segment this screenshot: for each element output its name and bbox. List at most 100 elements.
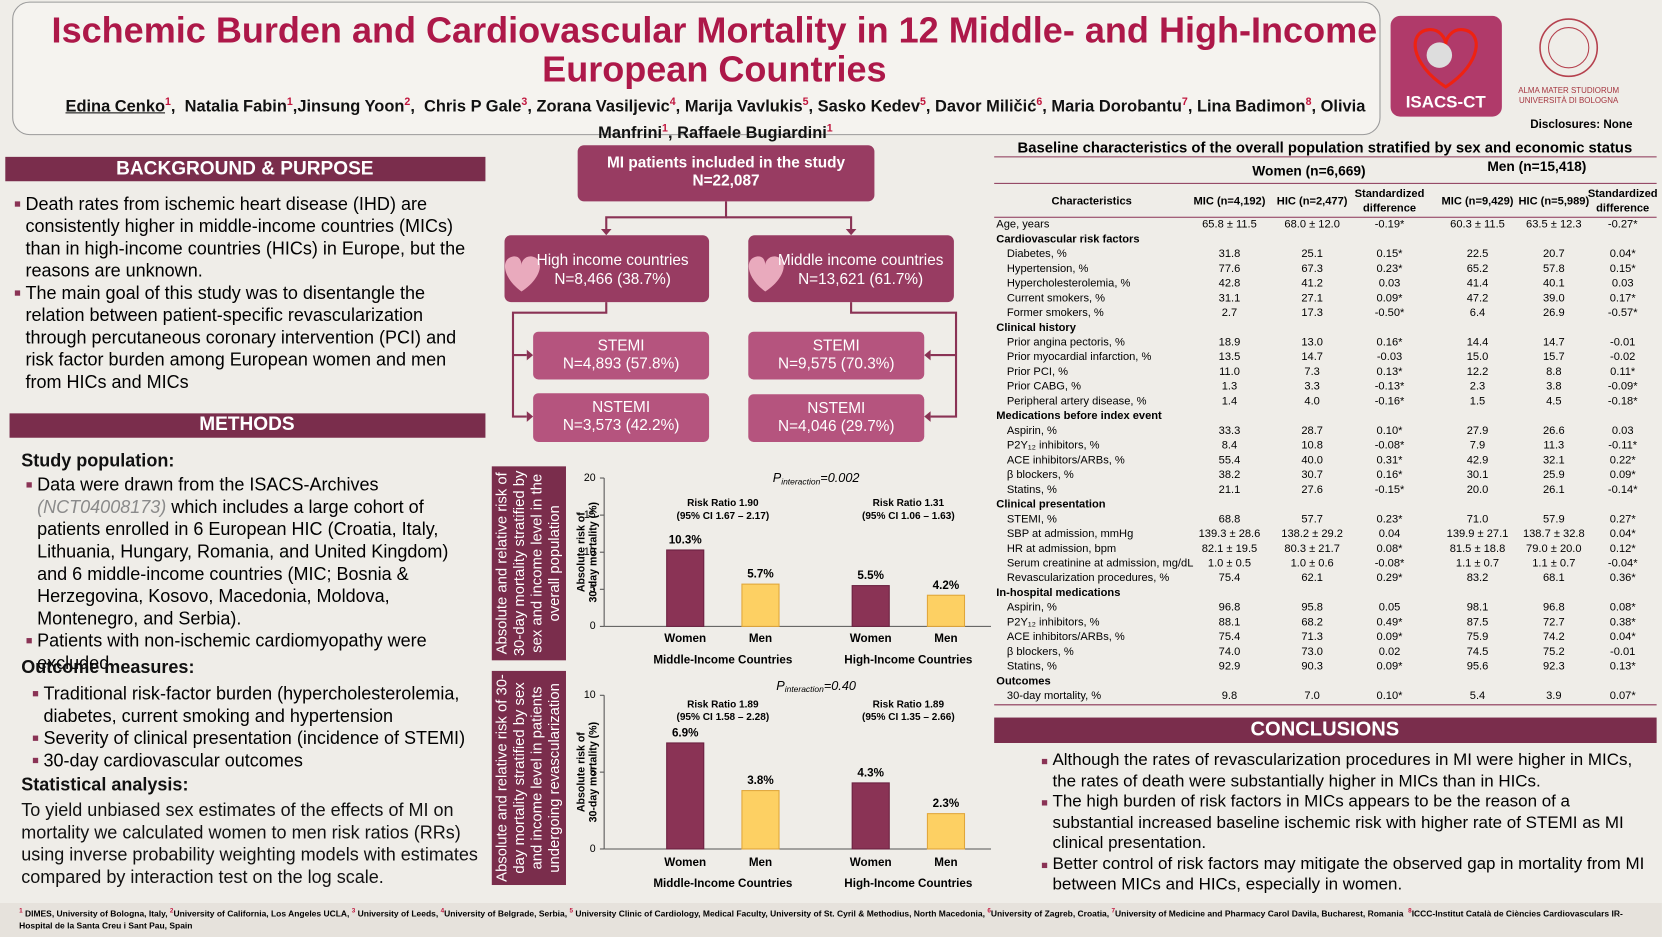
conclusions-text: Although the rates of revascularization … [1041, 750, 1650, 895]
risk-ratio: (95% CI 1.58 – 2.28) [676, 712, 769, 723]
table-cell: 30.1 [1467, 469, 1489, 481]
affiliation-number: 8 [1408, 908, 1412, 915]
side-label: and income level in patients [530, 686, 546, 869]
outcome-measures: Traditional risk-factor burden (hypercho… [32, 683, 478, 772]
y-tick-label: 0 [590, 843, 596, 855]
connector [726, 216, 853, 229]
table-cell: 33.3 [1219, 425, 1241, 437]
table-section: Medications before index event [996, 410, 1162, 422]
table-cell: 0.03 [1612, 278, 1634, 290]
table-cell: 71.0 [1467, 513, 1489, 525]
table-cell: 28.7 [1301, 425, 1323, 437]
affiliation: University Clinic of Cardiology, Medical… [573, 909, 988, 919]
row-label: Aspirin, % [1007, 602, 1057, 614]
table-cell: 77.6 [1219, 263, 1241, 275]
table-cell: 88.1 [1219, 616, 1241, 628]
heart-icon [504, 256, 540, 292]
table-section: Cardiovascular risk factors [996, 233, 1139, 245]
bullet: Death rates from ischemic heart disease … [14, 193, 479, 282]
table-cell: 95.8 [1301, 602, 1323, 614]
row-label: Former smokers, % [1007, 307, 1104, 319]
section-bar [9, 413, 486, 438]
table-cell: 25.1 [1301, 248, 1323, 260]
row-label: Serum creatinine at admission, mg/dL [1007, 557, 1193, 569]
flow-label: NSTEMI [807, 400, 865, 417]
logo-text: ISACS-CT [1406, 92, 1487, 111]
table-cell: 1.1 ± 0.7 [1456, 557, 1499, 569]
bullet: Traditional risk-factor burden (hypercho… [32, 683, 478, 728]
value-label: 2.3% [933, 797, 960, 810]
table-cell: 7.3 [1304, 366, 1319, 378]
column-header: HIC (n=5,989) [1518, 195, 1589, 207]
table-cell: 79.0 ± 20.0 [1526, 543, 1582, 555]
table-cell: 68.0 ± 12.0 [1284, 219, 1340, 231]
table-cell: 75.2 [1543, 646, 1565, 658]
arrowhead [526, 349, 534, 361]
poster-title: Ischemic Burden and Cardiovascular Morta… [51, 10, 1378, 91]
table-cell: 72.7 [1543, 616, 1565, 628]
bar [851, 782, 890, 850]
table-cell: 95.6 [1467, 661, 1489, 673]
affiliation-number: 4 [440, 908, 445, 915]
flow-box [504, 235, 710, 303]
y-axis-label: 30-day mortality (%) [587, 722, 599, 823]
table-cell: 40.0 [1301, 454, 1323, 466]
table-cell: 74.0 [1219, 646, 1241, 658]
table-cell: 1.1 ± 0.7 [1532, 557, 1575, 569]
table-cell: 0.16* [1377, 469, 1404, 481]
table-cell: 27.9 [1467, 425, 1489, 437]
table-cell: 0.15* [1377, 248, 1404, 260]
risk-ratio: Risk Ratio 1.89 [873, 699, 945, 710]
footer-affiliations: 1 DIMES, University of Bologna, Italy, 2… [19, 906, 1651, 931]
table-cell: 74.5 [1467, 646, 1489, 658]
table-section: Clinical history [996, 322, 1076, 334]
table-cell: 68.8 [1219, 513, 1241, 525]
risk-ratio: (95% CI 1.67 – 2.17) [676, 511, 769, 522]
table-cell: 0.17* [1610, 292, 1637, 304]
table-group: Men (n=15,418) [1487, 159, 1586, 174]
table-cell: 96.8 [1543, 602, 1565, 614]
flow-box [533, 393, 710, 442]
row-label: Statins, % [1007, 484, 1057, 496]
table-cell: 1.4 [1222, 395, 1237, 407]
author-affiliation: 1 [662, 123, 668, 135]
column-header: MIC (n=9,429) [1442, 195, 1514, 207]
flow-box [748, 235, 954, 303]
bullet: Patients with non-ischemic cardiomyopath… [26, 630, 477, 675]
table-cell: 0.09* [1377, 661, 1404, 673]
table-cell: 4.5 [1546, 395, 1561, 407]
x-tick-label: Women [850, 856, 892, 869]
value-label: 5.7% [747, 568, 774, 581]
table-cell: -0.16* [1375, 395, 1405, 407]
author-separator: , [675, 97, 685, 116]
author-affiliation: 1 [286, 96, 293, 109]
side-label: undergoing revascularization [547, 683, 563, 873]
table-cell: 41.4 [1467, 278, 1489, 290]
table-cell: 0.16* [1377, 336, 1404, 348]
table-cell: 82.1 ± 19.5 [1202, 543, 1258, 555]
row-label: STEMI, % [1007, 513, 1057, 525]
table-cell: 80.3 ± 21.7 [1284, 543, 1340, 555]
column-header: MIC (n=4,192) [1194, 195, 1266, 207]
bullet-text: Data were drawn from the ISACS-Archives [37, 474, 379, 495]
table-cell: 1.0 ± 0.5 [1208, 557, 1251, 569]
table-group: Women (n=6,669) [1252, 163, 1365, 178]
bullet: The high burden of risk factors in MICs … [1041, 792, 1650, 854]
table-cell: 0.12* [1610, 543, 1637, 555]
table-cell: 3.3 [1304, 381, 1319, 393]
trial-id: (NCT04008173) [37, 497, 167, 518]
author-name: Natalia Fabin [184, 97, 287, 116]
author-separator: , [1042, 97, 1052, 116]
author-name: Chris P Gale [424, 97, 522, 116]
row-label: Peripheral artery disease, % [1007, 395, 1147, 407]
column-header: Characteristics [1052, 195, 1132, 207]
value-label: 3.8% [747, 774, 774, 787]
table-cell: 0.03 [1612, 425, 1634, 437]
table-cell: 14.4 [1467, 336, 1489, 348]
flow-box [748, 331, 925, 380]
x-tick-label: Women [664, 856, 706, 869]
x-group-label: High-Income Countries [844, 877, 972, 890]
table-cell: -0.18* [1608, 395, 1638, 407]
table-cell: 27.6 [1301, 484, 1323, 496]
table-cell: 26.6 [1543, 425, 1565, 437]
